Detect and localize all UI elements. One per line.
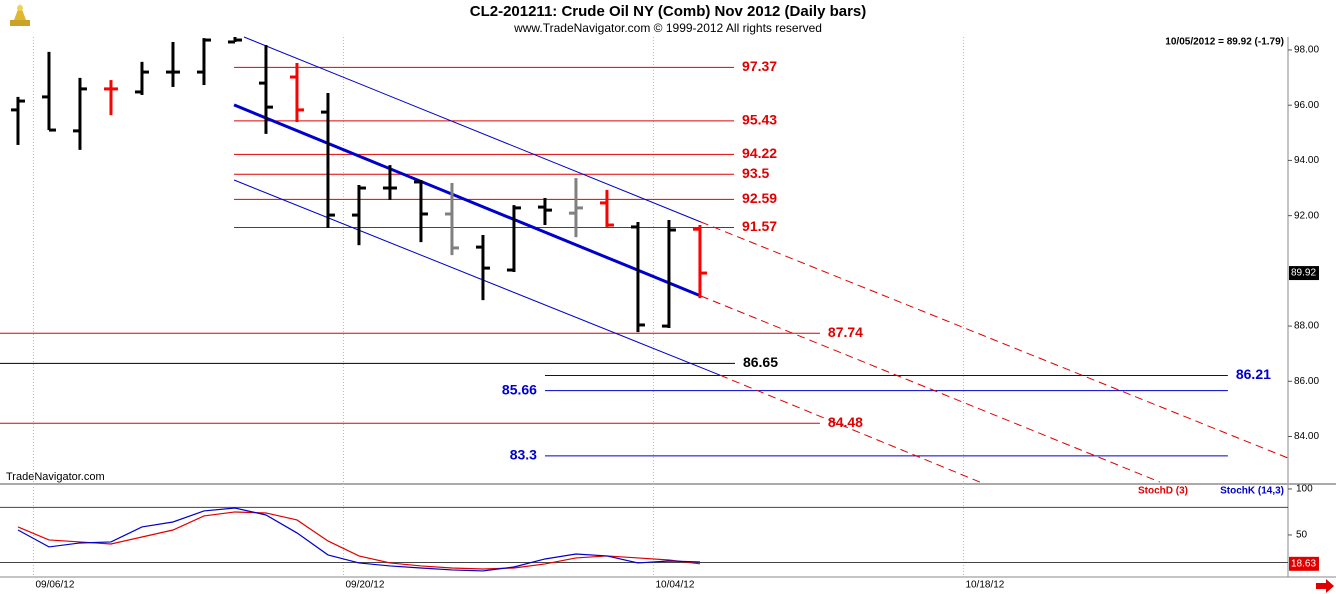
y-tick-label: 96.00 [1294, 100, 1319, 111]
last-price-label: 89.92 [1291, 268, 1316, 279]
level-label: 91.57 [742, 218, 777, 234]
chart-subtitle: www.TradeNavigator.com © 1999-2012 All r… [513, 21, 822, 35]
level-label: 93.5 [742, 165, 769, 181]
legend-entry: StochD (3) [1138, 486, 1188, 497]
stoch-line [17, 511, 701, 570]
channel-line [700, 221, 1289, 459]
stoch-last-box [1289, 556, 1319, 571]
legend-entry: StochK (14,3) [1220, 486, 1284, 497]
logo [10, 4, 30, 26]
x-tick-label: 09/06/12 [35, 580, 74, 591]
y-tick-label: 98.00 [1294, 45, 1319, 56]
chart-title: CL2-201211: Crude Oil NY (Comb) Nov 2012… [470, 3, 867, 20]
level-label: 83.3 [510, 447, 537, 463]
level-label: 86.21 [1236, 366, 1271, 382]
level-label: 86.65 [743, 354, 778, 370]
x-tick-label: 09/20/12 [345, 580, 384, 591]
channel-line [719, 374, 981, 483]
y-tick-label: 86.00 [1294, 376, 1319, 387]
x-tick-label: 10/18/12 [965, 580, 1004, 591]
stoch-y-tick-label: 100 [1296, 484, 1313, 495]
last-price-box [1289, 266, 1319, 281]
y-tick-label: 84.00 [1294, 431, 1319, 442]
y-tick-label: 94.00 [1294, 155, 1319, 166]
level-label: 97.37 [742, 58, 777, 74]
level-label: 87.74 [828, 324, 863, 340]
level-label: 94.22 [742, 145, 777, 161]
level-label: 95.43 [742, 112, 777, 128]
y-tick-label: 92.00 [1294, 210, 1319, 221]
channel-line [233, 179, 721, 376]
y-tick-label: 88.00 [1294, 321, 1319, 332]
level-label: 84.48 [828, 414, 863, 430]
stoch-line [17, 507, 700, 572]
stoch-last-label: 18.63 [1291, 558, 1316, 569]
last-info: 10/05/2012 = 89.92 (-1.79) [1165, 37, 1284, 48]
level-label: 92.59 [742, 190, 777, 206]
level-label: 85.66 [502, 381, 537, 397]
channel-line [233, 103, 702, 298]
watermark: TradeNavigator.com [6, 471, 105, 483]
channel-line [243, 36, 702, 223]
scroll-arrow[interactable] [1316, 579, 1334, 593]
stoch-y-tick-label: 50 [1296, 530, 1308, 541]
channel-line [700, 295, 1161, 483]
x-tick-label: 10/04/12 [655, 580, 694, 591]
